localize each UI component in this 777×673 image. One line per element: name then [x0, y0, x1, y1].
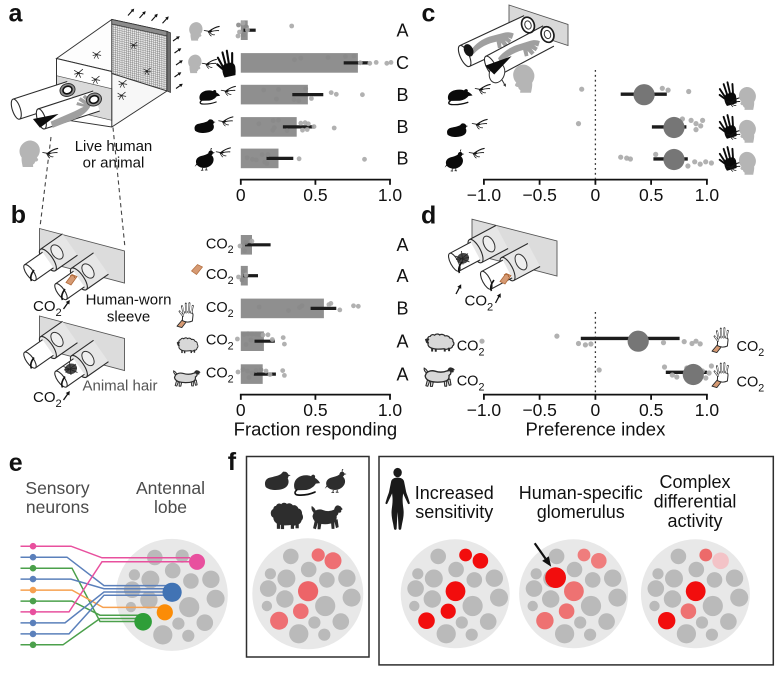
- svg-text:neurons: neurons: [26, 497, 89, 517]
- svg-text:differential: differential: [654, 492, 737, 512]
- svg-text:a: a: [9, 0, 24, 27]
- svg-text:CO2: CO2: [457, 339, 485, 359]
- svg-text:CO2: CO2: [206, 300, 234, 320]
- svg-text:Animal hair: Animal hair: [82, 378, 157, 395]
- svg-text:0.5: 0.5: [639, 400, 663, 420]
- svg-text:e: e: [9, 449, 23, 477]
- svg-text:or animal: or animal: [83, 155, 145, 172]
- svg-text:CO2: CO2: [737, 339, 765, 359]
- svg-text:activity: activity: [667, 511, 722, 531]
- svg-text:A: A: [396, 235, 408, 255]
- svg-text:CO2: CO2: [206, 333, 234, 353]
- svg-text:0: 0: [236, 185, 246, 205]
- svg-text:CO2: CO2: [33, 389, 62, 410]
- svg-text:B: B: [396, 299, 408, 319]
- svg-text:A: A: [396, 332, 408, 352]
- svg-text:B: B: [396, 85, 408, 105]
- svg-text:CO2: CO2: [33, 298, 62, 319]
- svg-text:c: c: [422, 0, 436, 27]
- svg-text:CO2: CO2: [206, 366, 234, 386]
- svg-text:CO2: CO2: [457, 374, 485, 394]
- svg-text:0: 0: [591, 400, 601, 420]
- svg-text:−1.0: −1.0: [467, 400, 502, 420]
- svg-text:Preference index: Preference index: [525, 419, 666, 440]
- svg-text:glomerulus: glomerulus: [537, 502, 625, 522]
- svg-text:B: B: [396, 149, 408, 169]
- svg-text:Live human: Live human: [75, 138, 153, 155]
- svg-text:Human-worn: Human-worn: [86, 292, 172, 309]
- svg-text:CO2: CO2: [737, 375, 765, 395]
- svg-text:0.5: 0.5: [303, 185, 327, 205]
- svg-text:0: 0: [591, 185, 601, 205]
- svg-text:Fraction responding: Fraction responding: [234, 419, 398, 440]
- svg-text:Human-specific: Human-specific: [519, 483, 643, 503]
- svg-text:Antennal: Antennal: [136, 478, 205, 498]
- svg-text:CO2: CO2: [465, 293, 494, 314]
- svg-text:A: A: [396, 266, 408, 286]
- svg-text:1.0: 1.0: [378, 185, 403, 205]
- svg-text:CO2: CO2: [206, 267, 234, 287]
- svg-text:C: C: [396, 53, 409, 73]
- svg-text:−1.0: −1.0: [467, 185, 502, 205]
- svg-text:1.0: 1.0: [695, 400, 720, 420]
- svg-text:sensitivity: sensitivity: [415, 502, 493, 522]
- svg-text:Increased: Increased: [415, 483, 494, 503]
- svg-text:B: B: [396, 117, 408, 137]
- svg-text:A: A: [396, 364, 408, 384]
- svg-text:f: f: [228, 448, 237, 476]
- svg-text:lobe: lobe: [154, 497, 187, 517]
- svg-text:−0.5: −0.5: [522, 185, 557, 205]
- svg-text:1.0: 1.0: [695, 185, 720, 205]
- svg-text:0.5: 0.5: [639, 185, 663, 205]
- svg-text:A: A: [396, 21, 408, 41]
- svg-text:Sensory: Sensory: [25, 478, 89, 498]
- svg-text:1.0: 1.0: [378, 400, 403, 420]
- svg-text:sleeve: sleeve: [107, 309, 150, 326]
- svg-text:Complex: Complex: [659, 472, 730, 492]
- svg-text:−0.5: −0.5: [522, 400, 557, 420]
- svg-text:b: b: [11, 201, 26, 229]
- svg-text:CO2: CO2: [206, 236, 234, 256]
- svg-text:0.5: 0.5: [303, 400, 327, 420]
- svg-text:d: d: [421, 201, 436, 229]
- svg-text:0: 0: [236, 400, 246, 420]
